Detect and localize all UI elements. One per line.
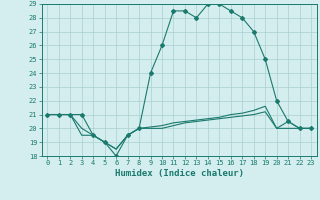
- X-axis label: Humidex (Indice chaleur): Humidex (Indice chaleur): [115, 169, 244, 178]
